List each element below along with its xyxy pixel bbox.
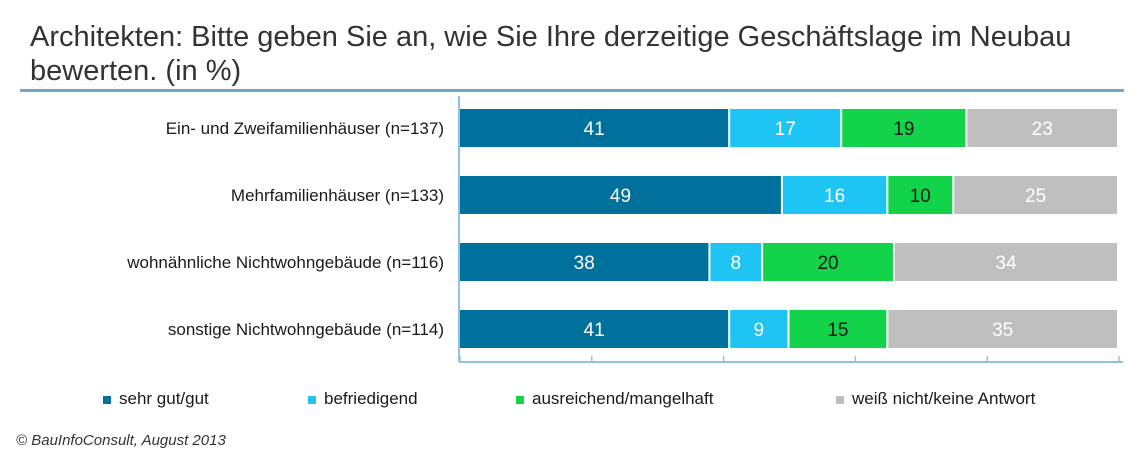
data-label: 34: [995, 253, 1017, 274]
data-label: 49: [610, 186, 631, 207]
legend-label: weiß nicht/keine Antwort: [852, 389, 1036, 408]
legend-item: sehr gut/gut: [103, 388, 209, 410]
title-divider: [20, 89, 1124, 92]
data-label: 8: [730, 253, 741, 274]
bar-segment: [710, 243, 762, 281]
data-label: 38: [574, 253, 595, 274]
data-label: 10: [910, 186, 931, 207]
bar-segment: [894, 243, 1117, 281]
data-label: 25: [1025, 186, 1046, 207]
bar-segment: [842, 109, 966, 147]
legend-swatch: [103, 395, 111, 404]
data-label: 15: [827, 320, 848, 341]
data-label: 23: [1032, 119, 1053, 140]
bar-segment: [460, 243, 709, 281]
bar-segment: [763, 243, 893, 281]
legend-swatch: [836, 395, 844, 404]
bar-segment: [954, 176, 1117, 214]
category-label: Ein- und Zweifamilienhäuser (n=137): [166, 119, 444, 138]
data-label: 16: [824, 186, 845, 207]
category-label: Mehrfamilienhäuser (n=133): [231, 186, 444, 205]
chart-title: Architekten: Bitte geben Sie an, wie Sie…: [30, 21, 1072, 87]
data-label: 19: [893, 119, 914, 140]
bar-segment: [460, 310, 729, 348]
bar-segment: [730, 109, 841, 147]
legend-swatch: [516, 395, 524, 404]
bar-segment: [967, 109, 1117, 147]
bar-segment: [730, 310, 788, 348]
chart-legend: sehr gut/gut befriedigend ausreichend/mang…: [0, 388, 1144, 412]
data-label: 41: [584, 119, 605, 140]
legend-label: sehr gut/gut: [119, 389, 209, 408]
data-label: 9: [754, 320, 765, 341]
bar-segment: [460, 109, 729, 147]
bar-segment: [888, 310, 1117, 348]
category-label: sonstige Nichtwohngebäude (n=114): [168, 320, 444, 339]
data-label: 35: [992, 320, 1013, 341]
legend-label: befriedigend: [324, 389, 418, 408]
data-label: 17: [775, 119, 796, 140]
category-label: wohnähnliche Nichtwohngebäude (n=116): [126, 253, 444, 272]
legend-item: ausreichend/mangelhaft: [516, 388, 713, 410]
legend-swatch: [308, 395, 316, 404]
legend-item: befriedigend: [308, 388, 418, 410]
legend-label: ausreichend/mangelhaft: [532, 389, 714, 408]
bar-segment: [789, 310, 887, 348]
bar-segment: [782, 176, 887, 214]
bar-segment: [460, 176, 781, 214]
legend-item: weiß nicht/keine Antwort: [836, 388, 1035, 410]
stacked-bar-chart: Ein- und Zweifamilienhäuser (n=137) 41 17 1…: [126, 96, 1123, 363]
source-note: © BauInfoConsult, August 2013: [16, 432, 226, 449]
data-label: 41: [584, 320, 605, 341]
data-label: 20: [817, 253, 838, 274]
bar-segment: [888, 176, 953, 214]
